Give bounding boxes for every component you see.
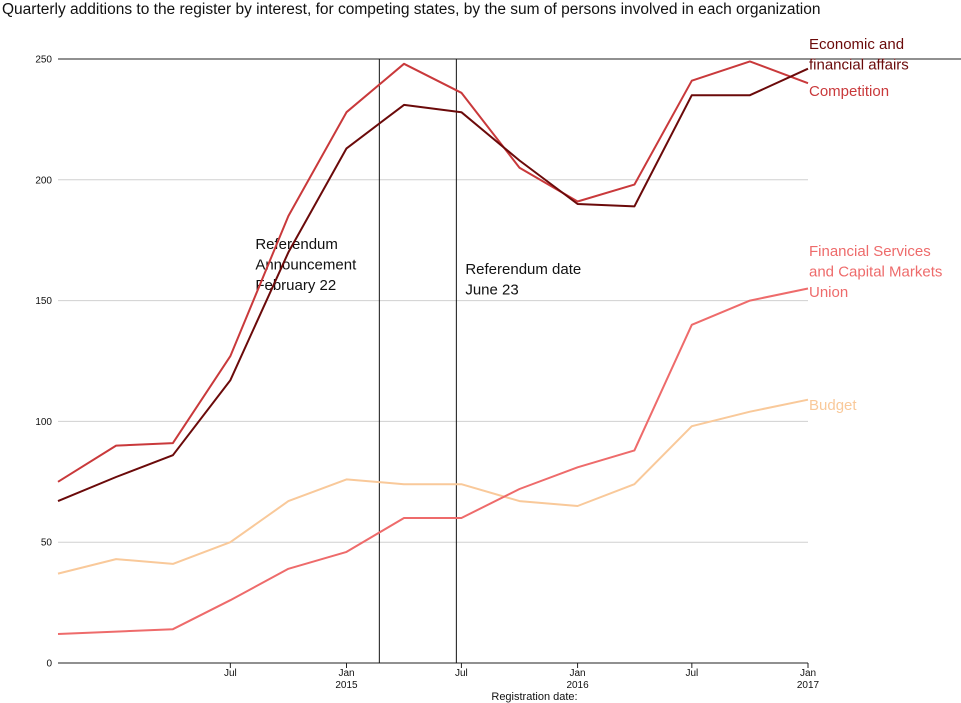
x-tick-label: Jan <box>338 668 354 679</box>
series-label: and Capital Markets <box>809 264 942 281</box>
annotation-text: Referendum <box>255 236 338 253</box>
series-labels: Economic and financial affairs Competition… <box>809 36 942 414</box>
annotation-text: June 23 <box>465 282 518 299</box>
y-axis-ticks: 0 50 100 150 200 250 <box>35 55 52 670</box>
x-tick-label: Jul <box>685 668 698 679</box>
y-tick-label: 100 <box>35 417 52 428</box>
x-tick-label: Jul <box>455 668 468 679</box>
grid <box>58 58 961 664</box>
y-tick-label: 150 <box>35 296 52 307</box>
annotation-text: February 22 <box>255 277 336 294</box>
x-tick-year-label: 2017 <box>797 680 820 691</box>
series-label: Union <box>809 284 848 301</box>
x-tick-year-label: 2015 <box>335 680 358 691</box>
series-label: Competition <box>809 83 889 100</box>
series-line <box>57 60 809 483</box>
y-tick-label: 0 <box>46 659 52 670</box>
series-line <box>57 398 809 575</box>
series-label: financial affairs <box>809 57 909 74</box>
series-line <box>57 287 809 635</box>
series-label: Budget <box>809 397 857 414</box>
series-line <box>57 67 809 503</box>
y-tick-label: 50 <box>41 538 53 549</box>
y-tick-label: 250 <box>35 55 52 66</box>
x-axis-label: Registration date: <box>491 691 577 703</box>
chart-title: Quarterly additions to the register by i… <box>2 1 821 18</box>
y-tick-label: 200 <box>35 175 52 186</box>
x-tick-label: Jan <box>570 668 586 679</box>
x-tick-label: Jul <box>224 668 237 679</box>
series-label: Economic and <box>809 36 904 53</box>
annotation-text: Referendum date <box>465 261 581 278</box>
x-tick-label: Jan <box>800 668 816 679</box>
x-tick-year-label: 2016 <box>566 680 589 691</box>
series-lines <box>57 60 809 635</box>
series-label: Financial Services <box>809 243 931 260</box>
